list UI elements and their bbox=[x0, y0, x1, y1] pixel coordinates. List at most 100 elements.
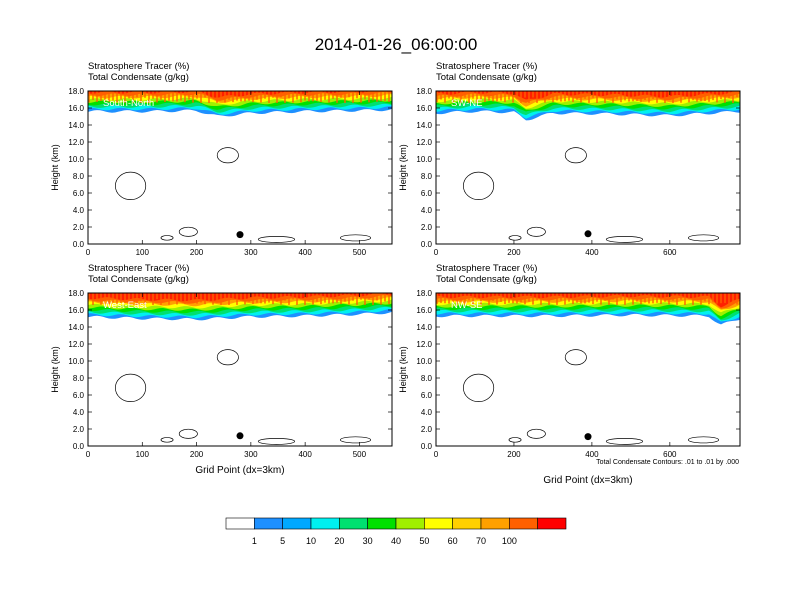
tracer-streak bbox=[660, 91, 662, 98]
tracer-streak bbox=[736, 293, 738, 305]
tracer-streak bbox=[576, 293, 578, 303]
tracer-streak bbox=[604, 293, 606, 301]
location-marker bbox=[584, 230, 592, 238]
tracer-streak bbox=[480, 293, 482, 305]
chart-panel: Stratosphere Tracer (%)Total Condensate … bbox=[50, 263, 393, 476]
y-tick-label: 12.0 bbox=[416, 138, 432, 147]
x-tick-label: 400 bbox=[585, 450, 599, 459]
x-tick-label: 400 bbox=[585, 248, 599, 257]
tracer-streak bbox=[196, 91, 198, 99]
y-axis-label: Height (km) bbox=[398, 144, 408, 191]
tracer-streak bbox=[120, 293, 122, 303]
tracer-streak bbox=[304, 293, 306, 305]
tracer-streak bbox=[336, 293, 338, 303]
tracer-streak bbox=[100, 91, 102, 101]
tracer-streak bbox=[536, 91, 538, 103]
tracer-streak bbox=[440, 293, 442, 303]
condensate-contour bbox=[687, 234, 720, 242]
y-tick-label: 16.0 bbox=[416, 104, 432, 113]
tracer-streak bbox=[232, 293, 234, 300]
tracer-streak bbox=[236, 91, 238, 101]
tracer-streak bbox=[592, 293, 594, 305]
plot-area bbox=[88, 293, 392, 446]
tracer-streak bbox=[448, 293, 450, 304]
y-tick-label: 4.0 bbox=[421, 206, 433, 215]
tracer-streak bbox=[380, 293, 382, 305]
tracer-streak bbox=[548, 91, 550, 100]
tracer-streak bbox=[232, 91, 234, 103]
tracer-streak bbox=[512, 91, 514, 103]
colorbar-label: 70 bbox=[476, 536, 486, 546]
y-tick-label: 10.0 bbox=[68, 155, 84, 164]
tracer-streak bbox=[620, 293, 622, 300]
tracer-streak bbox=[212, 91, 214, 98]
tracer-streak bbox=[492, 293, 494, 301]
tracer-streak bbox=[532, 91, 534, 98]
tracer-streak bbox=[524, 91, 526, 98]
plot-background bbox=[436, 293, 740, 446]
condensate-contour bbox=[160, 235, 174, 241]
tracer-streak bbox=[316, 91, 318, 101]
condensate-contour bbox=[605, 236, 644, 243]
y-tick-label: 10.0 bbox=[416, 357, 432, 366]
y-tick-label: 6.0 bbox=[73, 391, 85, 400]
tracer-streak bbox=[88, 293, 90, 299]
condensate-contour bbox=[257, 438, 296, 445]
tracer-streak bbox=[540, 91, 542, 99]
tracer-streak bbox=[592, 91, 594, 98]
tracer-streak bbox=[96, 293, 98, 301]
tracer-streak bbox=[436, 91, 438, 103]
colorbar-swatch bbox=[480, 517, 510, 530]
x-tick-label: 500 bbox=[353, 248, 367, 257]
tracer-streak bbox=[556, 293, 558, 305]
tracer-streak bbox=[484, 293, 486, 300]
tracer-streak bbox=[472, 293, 474, 305]
x-axis-label: Grid Point (dx=3km) bbox=[543, 475, 632, 486]
tracer-streak bbox=[296, 91, 298, 100]
tracer-streak bbox=[464, 293, 466, 305]
tracer-streak bbox=[704, 293, 706, 302]
tracer-streak bbox=[500, 293, 502, 302]
x-tick-label: 300 bbox=[244, 450, 258, 459]
figure-title: 2014-01-26_06:00:00 bbox=[315, 35, 478, 54]
tracer-streak bbox=[268, 91, 270, 103]
tracer-streak bbox=[344, 91, 346, 103]
colorbar-swatch bbox=[367, 517, 397, 530]
tracer-streak bbox=[88, 91, 90, 103]
tracer-streak bbox=[220, 91, 222, 99]
tracer-streak bbox=[636, 293, 638, 302]
x-tick-label: 200 bbox=[190, 450, 204, 459]
tracer-streak bbox=[144, 293, 146, 305]
tracer-streak bbox=[360, 91, 362, 103]
tracer-streak bbox=[544, 293, 546, 300]
tracer-streak bbox=[588, 91, 590, 103]
y-tick-label: 16.0 bbox=[68, 306, 84, 315]
tracer-streak bbox=[552, 91, 554, 103]
tracer-streak bbox=[224, 293, 226, 300]
tracer-streak bbox=[604, 91, 606, 103]
tracer-streak bbox=[504, 91, 506, 103]
tracer-streak bbox=[628, 293, 630, 301]
condensate-contour bbox=[216, 349, 239, 366]
tracer-streak bbox=[696, 293, 698, 301]
tracer-streak bbox=[536, 293, 538, 301]
tracer-streak bbox=[300, 293, 302, 300]
tracer-streak bbox=[516, 91, 518, 99]
tracer-streak bbox=[352, 91, 354, 103]
tracer-streak bbox=[512, 293, 514, 304]
tracer-streak bbox=[328, 293, 330, 304]
tracer-streak bbox=[652, 91, 654, 99]
y-tick-label: 8.0 bbox=[421, 172, 433, 181]
tracer-streak bbox=[688, 91, 690, 103]
x-tick-label: 0 bbox=[434, 450, 439, 459]
y-tick-label: 0.0 bbox=[421, 442, 433, 451]
tracer-streak bbox=[180, 91, 182, 101]
tracer-streak bbox=[524, 293, 526, 305]
tracer-streak bbox=[476, 91, 478, 103]
tracer-streak bbox=[184, 91, 186, 103]
tracer-streak bbox=[284, 293, 286, 301]
tracer-streak bbox=[292, 91, 294, 103]
tracer-streak bbox=[252, 91, 254, 103]
condensate-contour bbox=[564, 147, 587, 164]
tracer-streak bbox=[492, 91, 494, 102]
